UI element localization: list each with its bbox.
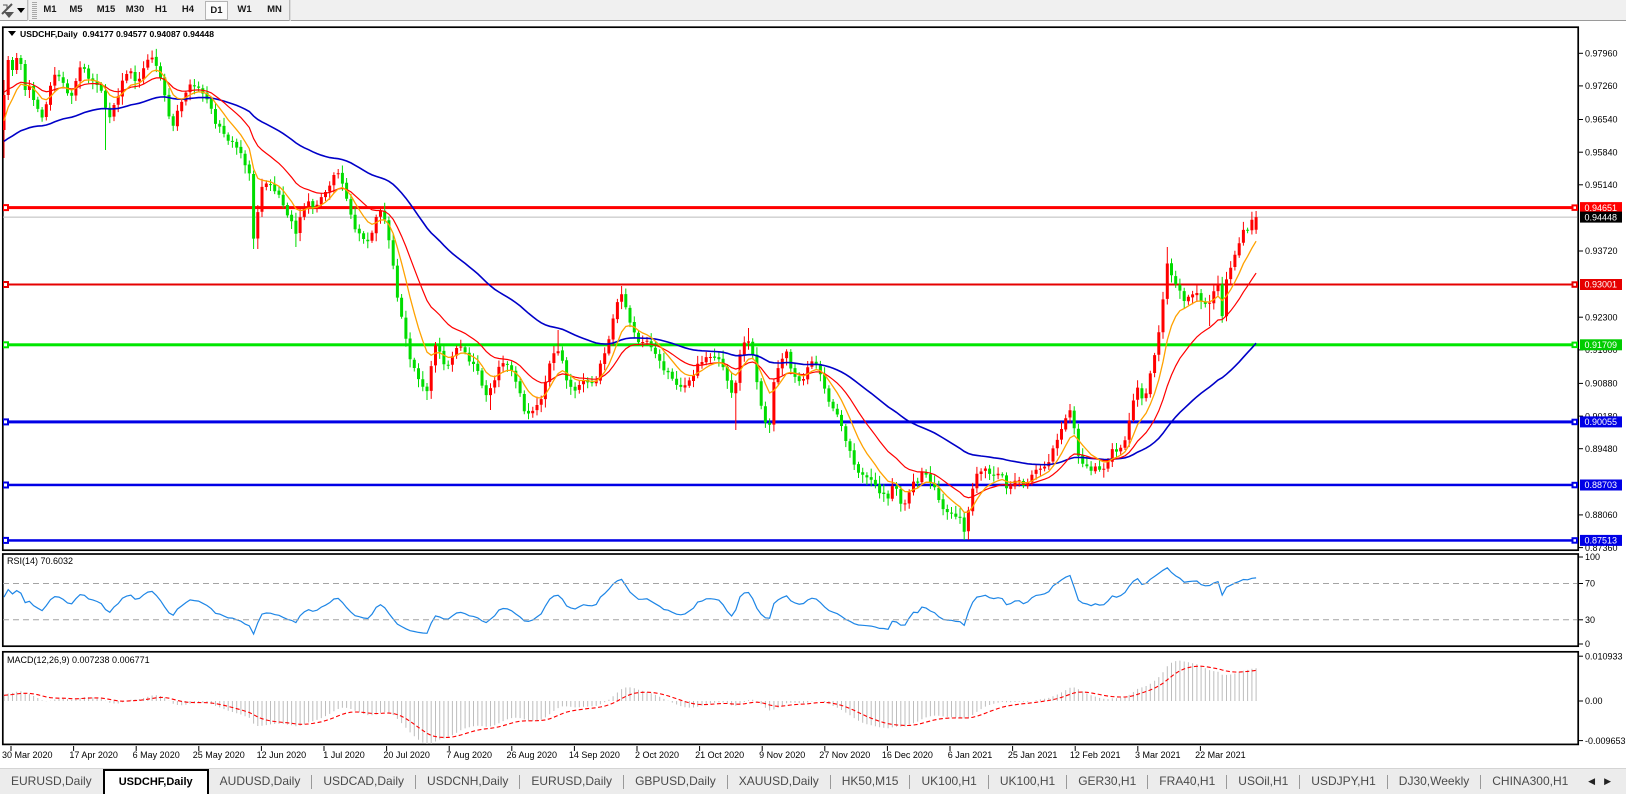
svg-text:22 Mar 2021: 22 Mar 2021 bbox=[1195, 750, 1246, 760]
svg-text:12 Jun 2020: 12 Jun 2020 bbox=[257, 750, 307, 760]
svg-text:RSI(14) 70.6032: RSI(14) 70.6032 bbox=[7, 556, 73, 566]
svg-text:0.87513: 0.87513 bbox=[1585, 536, 1618, 546]
svg-text:0.90880: 0.90880 bbox=[1585, 379, 1618, 389]
svg-text:0.010933: 0.010933 bbox=[1585, 651, 1623, 661]
svg-text:0.95140: 0.95140 bbox=[1585, 180, 1618, 190]
svg-text:17 Apr 2020: 17 Apr 2020 bbox=[69, 750, 118, 760]
svg-text:0.97260: 0.97260 bbox=[1585, 81, 1618, 91]
svg-text:0.93720: 0.93720 bbox=[1585, 246, 1618, 256]
svg-text:12 Feb 2021: 12 Feb 2021 bbox=[1070, 750, 1121, 760]
svg-text:0.88703: 0.88703 bbox=[1585, 480, 1618, 490]
svg-text:2 Oct 2020: 2 Oct 2020 bbox=[635, 750, 679, 760]
svg-text:0.88060: 0.88060 bbox=[1585, 510, 1618, 520]
svg-text:30: 30 bbox=[1585, 615, 1595, 625]
svg-text:0.94448: 0.94448 bbox=[1585, 212, 1618, 222]
svg-text:0.96540: 0.96540 bbox=[1585, 115, 1618, 125]
svg-text:16 Dec 2020: 16 Dec 2020 bbox=[882, 750, 933, 760]
svg-text:30 Mar 2020: 30 Mar 2020 bbox=[2, 750, 53, 760]
svg-text:-0.009653: -0.009653 bbox=[1585, 736, 1626, 746]
svg-text:0.97960: 0.97960 bbox=[1585, 49, 1618, 59]
svg-text:0.90180: 0.90180 bbox=[1585, 411, 1618, 421]
svg-text:21 Oct 2020: 21 Oct 2020 bbox=[695, 750, 744, 760]
svg-text:20 Jul 2020: 20 Jul 2020 bbox=[383, 750, 430, 760]
svg-text:0.89480: 0.89480 bbox=[1585, 444, 1618, 454]
svg-text:0.90055: 0.90055 bbox=[1585, 417, 1618, 427]
svg-text:0.93001: 0.93001 bbox=[1585, 280, 1618, 290]
svg-text:1 Jul 2020: 1 Jul 2020 bbox=[323, 750, 365, 760]
svg-text:25 Jan 2021: 25 Jan 2021 bbox=[1008, 750, 1058, 760]
svg-text:6 Jan 2021: 6 Jan 2021 bbox=[948, 750, 993, 760]
svg-text:27 Nov 2020: 27 Nov 2020 bbox=[819, 750, 870, 760]
svg-text:0.92300: 0.92300 bbox=[1585, 312, 1618, 322]
svg-text:MACD(12,26,9) 0.007238 0.00677: MACD(12,26,9) 0.007238 0.006771 bbox=[7, 655, 150, 665]
svg-text:7 Aug 2020: 7 Aug 2020 bbox=[446, 750, 492, 760]
svg-text:25 May 2020: 25 May 2020 bbox=[193, 750, 245, 760]
svg-text:0.91709: 0.91709 bbox=[1585, 340, 1618, 350]
svg-text:USDCHF,Daily 0.94177 0.94577: USDCHF,Daily 0.94177 0.94577 0.94087 0.9… bbox=[20, 29, 214, 39]
svg-text:6 May 2020: 6 May 2020 bbox=[133, 750, 180, 760]
svg-text:100: 100 bbox=[1585, 552, 1600, 562]
svg-text:0.95840: 0.95840 bbox=[1585, 147, 1618, 157]
svg-text:3 Mar 2021: 3 Mar 2021 bbox=[1135, 750, 1181, 760]
svg-text:0.87360: 0.87360 bbox=[1585, 543, 1618, 553]
svg-text:0: 0 bbox=[1585, 639, 1590, 649]
svg-text:14 Sep 2020: 14 Sep 2020 bbox=[569, 750, 620, 760]
svg-text:0.94651: 0.94651 bbox=[1585, 203, 1618, 213]
svg-text:9 Nov 2020: 9 Nov 2020 bbox=[759, 750, 805, 760]
svg-text:26 Aug 2020: 26 Aug 2020 bbox=[507, 750, 558, 760]
svg-text:70: 70 bbox=[1585, 579, 1595, 589]
svg-text:0.00: 0.00 bbox=[1585, 696, 1603, 706]
